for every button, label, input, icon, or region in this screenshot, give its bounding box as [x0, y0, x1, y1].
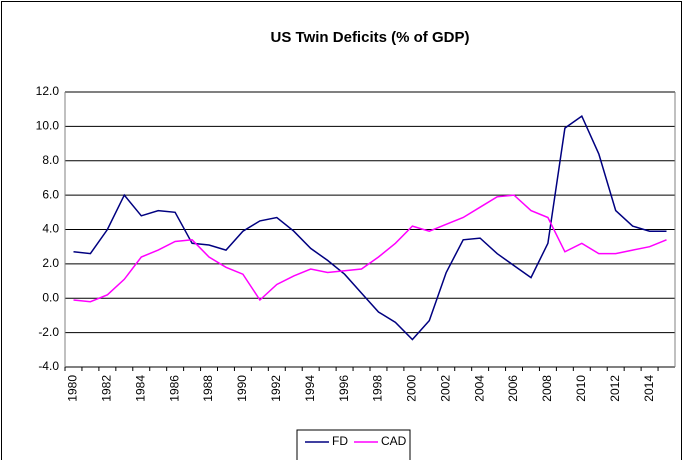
x-tick-label: 2000: [405, 375, 419, 402]
x-tick-label: 2004: [472, 375, 486, 402]
line-series: [73, 114, 667, 341]
y-tick-label: -2.0: [38, 325, 59, 339]
x-tick-label: 1994: [303, 375, 317, 402]
x-tick-label: 1990: [235, 375, 249, 402]
x-tick-label: 1996: [337, 375, 351, 402]
x-tick-label: 2014: [642, 375, 656, 402]
legend-box: [296, 429, 411, 460]
x-tick-label: 2008: [540, 375, 554, 402]
y-tick-label: 2.0: [42, 256, 59, 270]
chart-title: US Twin Deficits (% of GDP): [271, 29, 470, 46]
y-tick-label: 4.0: [42, 222, 59, 236]
x-tick-label: 2002: [438, 375, 452, 402]
y-tick-label: 6.0: [42, 187, 59, 201]
x-tick-label: 1984: [133, 375, 147, 402]
legend-label: FD: [332, 434, 348, 448]
y-tick-label: 8.0: [42, 153, 59, 167]
x-tick-label: 1982: [100, 375, 114, 402]
x-tick-label: 1988: [201, 375, 215, 402]
line-series: [73, 194, 667, 303]
x-tick-label: 1998: [371, 375, 385, 402]
x-tick-label: 2006: [506, 375, 520, 402]
x-tick-label: 2010: [574, 375, 588, 402]
legend-label: CAD: [381, 434, 407, 448]
x-tick-label: 1986: [167, 375, 181, 402]
y-tick-label: 10.0: [36, 119, 60, 133]
y-tick-label: 12.0: [36, 84, 60, 98]
x-tick-label: 2012: [608, 375, 622, 402]
x-tick-label: 1980: [66, 375, 80, 402]
y-tick-label: 0.0: [42, 290, 59, 304]
y-tick-label: -4.0: [38, 359, 59, 373]
x-tick-label: 1992: [269, 375, 283, 402]
